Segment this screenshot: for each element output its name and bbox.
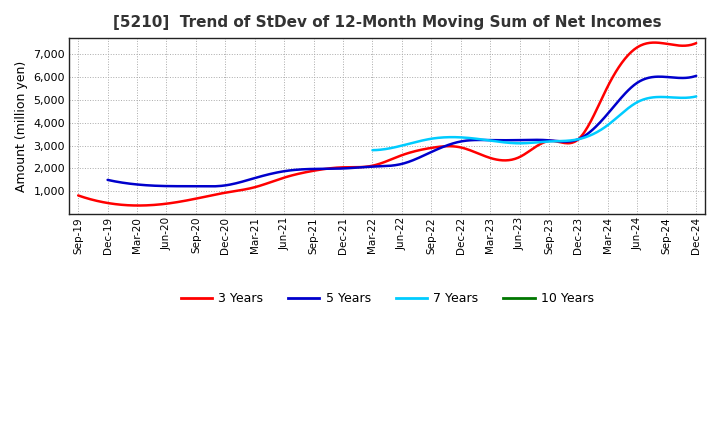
7 Years xyxy=(474,136,482,142)
5 Years xyxy=(533,137,541,143)
5 Years xyxy=(174,183,183,189)
3 Years xyxy=(320,166,329,172)
5 Years xyxy=(297,167,305,172)
3 Years xyxy=(650,40,659,45)
7 Years xyxy=(692,94,701,99)
7 Years xyxy=(407,140,415,146)
7 Years xyxy=(602,124,611,129)
5 Years xyxy=(338,166,346,171)
3 Years xyxy=(150,202,158,208)
7 Years xyxy=(368,147,377,153)
3 Years xyxy=(276,176,285,181)
5 Years xyxy=(204,184,212,189)
7 Years xyxy=(603,122,612,128)
5 Years xyxy=(692,73,701,78)
3 Years xyxy=(464,147,473,152)
3 Years xyxy=(521,151,530,156)
5 Years xyxy=(103,177,112,183)
7 Years xyxy=(572,137,580,142)
3 Years xyxy=(692,40,701,46)
Title: [5210]  Trend of StDev of 12-Month Moving Sum of Net Incomes: [5210] Trend of StDev of 12-Month Moving… xyxy=(113,15,662,30)
Y-axis label: Amount (million yen): Amount (million yen) xyxy=(15,61,28,192)
7 Years xyxy=(496,139,505,145)
Line: 7 Years: 7 Years xyxy=(372,96,696,150)
3 Years xyxy=(74,193,83,198)
3 Years xyxy=(134,203,143,208)
3 Years xyxy=(525,149,534,154)
5 Years xyxy=(475,137,484,143)
Line: 3 Years: 3 Years xyxy=(78,43,696,205)
Legend: 3 Years, 5 Years, 7 Years, 10 Years: 3 Years, 5 Years, 7 Years, 10 Years xyxy=(176,287,599,310)
5 Years xyxy=(530,137,539,143)
Line: 5 Years: 5 Years xyxy=(107,76,696,187)
